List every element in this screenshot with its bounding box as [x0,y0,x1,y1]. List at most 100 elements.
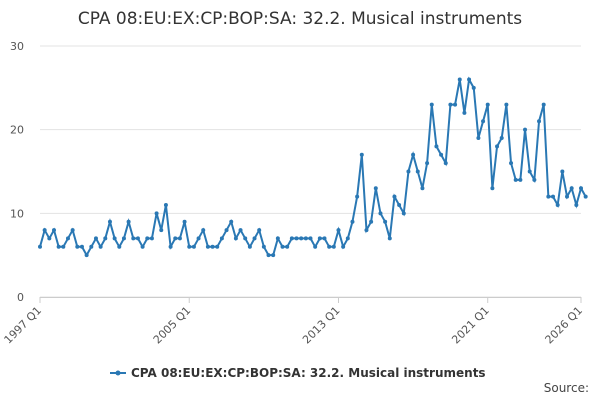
point [443,161,448,166]
x-tick-label: 2026 Q1 [543,304,586,347]
point [434,144,439,149]
point [98,244,103,249]
point [378,211,383,216]
point [527,169,532,174]
point [322,236,327,241]
point [163,202,168,207]
point [187,244,192,249]
point [308,236,313,241]
point [47,236,52,241]
point [341,244,346,249]
point [173,236,178,241]
series-line [39,76,587,258]
point [373,186,378,191]
point [546,194,551,199]
point [406,169,411,174]
point [574,202,579,207]
point [294,236,299,241]
point [532,177,537,182]
point [126,219,131,224]
point [224,228,229,233]
point [275,236,280,241]
point [65,236,70,241]
point [247,244,252,249]
point [177,236,182,241]
point [462,110,467,115]
point [61,244,66,249]
point [392,194,397,199]
point [359,152,364,157]
point [364,228,369,233]
legend-marker [115,370,121,376]
point [555,202,560,207]
point [103,236,108,241]
point [56,244,61,249]
point [583,194,588,199]
point [439,152,444,157]
point [345,236,350,241]
point [75,244,80,249]
point [38,244,42,249]
point [523,127,528,132]
point [350,219,355,224]
point [182,219,187,224]
point [79,244,84,249]
point [229,219,234,224]
chart-title: CPA 08:EU:EX:CP:BOP:SA: 32.2. Musical in… [78,9,522,29]
point [429,102,434,107]
point [219,236,224,241]
point [131,236,136,241]
point [215,244,220,249]
point [252,236,257,241]
point [89,244,94,249]
point [191,244,196,249]
point [355,194,360,199]
point [257,228,262,233]
y-tick-label: 10 [10,207,24,220]
point [140,244,145,249]
point [490,186,495,191]
point [159,228,164,233]
point [425,161,430,166]
x-tick-label: 2021 Q1 [449,304,492,347]
point [271,253,276,258]
point [579,186,583,191]
point [280,244,285,249]
point [481,119,486,124]
point [541,102,546,107]
point [201,228,206,233]
point [261,244,266,249]
point [107,219,112,224]
point [401,211,406,216]
point [84,253,89,258]
point [415,169,420,174]
point [457,77,462,82]
point [299,236,304,241]
x-tick-label: 1997 Q1 [2,304,45,347]
point [397,202,402,207]
point [513,177,518,182]
point [285,244,290,249]
point [289,236,294,241]
point [266,253,271,258]
point [70,228,75,233]
point [196,236,201,241]
point [243,236,248,241]
x-tick-label: 2013 Q1 [300,304,343,347]
point [495,144,500,149]
point [453,102,458,107]
point [471,85,476,90]
point [411,152,416,157]
point [551,194,556,199]
point [369,219,374,224]
point [383,219,388,224]
x-tick-label: 2005 Q1 [151,304,194,347]
point [149,236,154,241]
point [117,244,122,249]
point [537,119,542,124]
point [387,236,392,241]
point [93,236,98,241]
point [303,236,308,241]
point [509,161,514,166]
